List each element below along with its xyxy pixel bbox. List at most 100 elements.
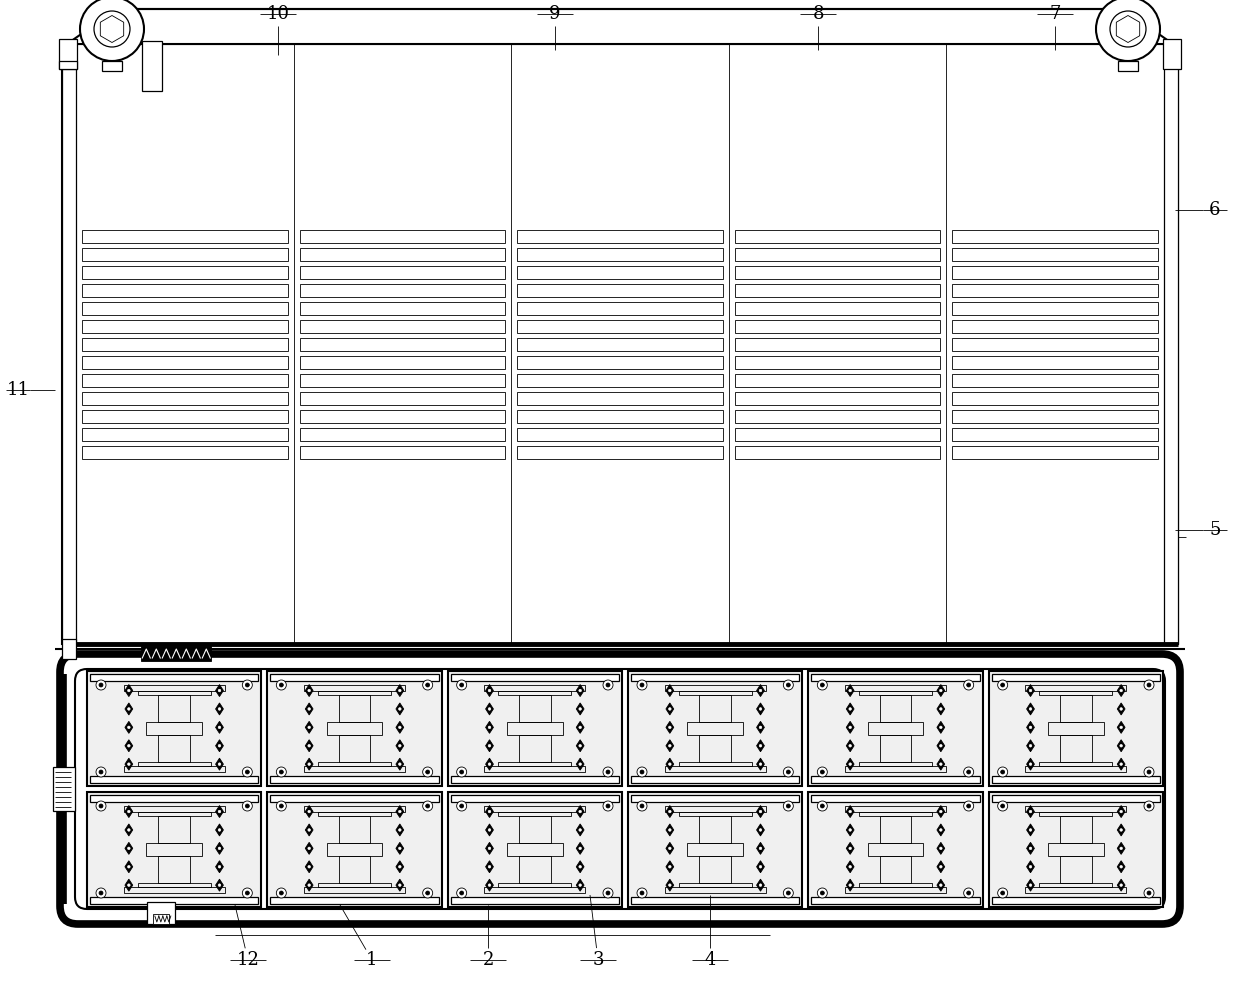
Bar [304,888,405,893]
Circle shape [606,891,610,895]
Bar [300,374,505,387]
Polygon shape [67,9,1173,44]
Circle shape [218,847,221,849]
Circle shape [821,770,825,774]
Circle shape [425,891,430,895]
Bar [326,721,382,735]
Circle shape [668,745,671,747]
Bar [631,776,800,783]
Bar [952,409,1158,422]
Bar [517,355,723,368]
Polygon shape [1027,824,1034,836]
Text: 12: 12 [237,951,259,969]
Polygon shape [577,824,584,836]
Polygon shape [577,861,584,873]
Circle shape [1147,770,1151,774]
Bar [498,762,572,767]
Circle shape [849,866,852,868]
Circle shape [398,847,402,849]
Circle shape [398,866,402,868]
Bar [450,776,619,783]
Circle shape [456,767,466,777]
Circle shape [398,726,402,729]
Circle shape [940,847,942,849]
Text: 10: 10 [267,5,289,23]
Circle shape [637,801,647,811]
Circle shape [967,804,971,808]
Polygon shape [486,879,494,892]
Circle shape [849,745,852,747]
Circle shape [308,707,310,710]
Polygon shape [756,824,764,836]
Bar [103,61,122,71]
Polygon shape [756,758,764,770]
Circle shape [1029,884,1032,887]
Bar [268,671,441,786]
Bar [1025,888,1126,893]
Circle shape [640,683,644,687]
Bar [1039,812,1112,816]
Bar [146,842,202,856]
Bar [91,776,258,783]
Polygon shape [125,842,133,854]
Circle shape [759,689,761,692]
Circle shape [940,689,942,692]
Bar [520,856,551,883]
Bar [678,883,751,888]
Bar [735,427,940,441]
Bar [1060,856,1091,883]
Circle shape [759,745,761,747]
Polygon shape [937,842,945,854]
Circle shape [606,770,610,774]
Bar [735,266,940,278]
Circle shape [759,829,761,831]
Polygon shape [666,740,673,752]
Circle shape [242,888,252,898]
Polygon shape [937,703,945,715]
Circle shape [849,726,852,729]
Text: 11: 11 [6,381,30,399]
Circle shape [940,745,942,747]
Bar [631,795,800,802]
Circle shape [218,763,221,766]
Circle shape [1120,810,1122,813]
Bar [808,671,982,786]
Bar [1164,44,1178,644]
Polygon shape [305,879,312,892]
Bar [1048,721,1104,735]
Bar [811,795,980,802]
Bar [517,427,723,441]
Circle shape [963,767,973,777]
Bar [485,685,585,691]
Bar [498,812,572,816]
Circle shape [423,680,433,690]
Circle shape [1145,680,1154,690]
Bar [146,721,202,735]
Bar [992,674,1159,681]
Bar [1060,735,1091,762]
Polygon shape [846,861,854,873]
Bar [304,806,405,812]
Circle shape [940,810,942,813]
Bar [665,685,766,691]
Bar [952,392,1158,404]
Bar [1060,695,1091,721]
Bar [735,409,940,422]
Polygon shape [216,861,223,873]
Text: 2: 2 [482,951,494,969]
Circle shape [489,847,491,849]
Bar [517,248,723,261]
Circle shape [242,680,252,690]
Circle shape [95,767,105,777]
Circle shape [308,829,310,831]
Bar [448,671,622,786]
Bar [1039,762,1112,767]
Polygon shape [216,685,223,697]
Bar [627,792,802,907]
Polygon shape [756,842,764,854]
Circle shape [849,810,852,813]
Bar [159,695,190,721]
Polygon shape [396,842,404,854]
Polygon shape [305,685,312,697]
Circle shape [579,689,582,692]
